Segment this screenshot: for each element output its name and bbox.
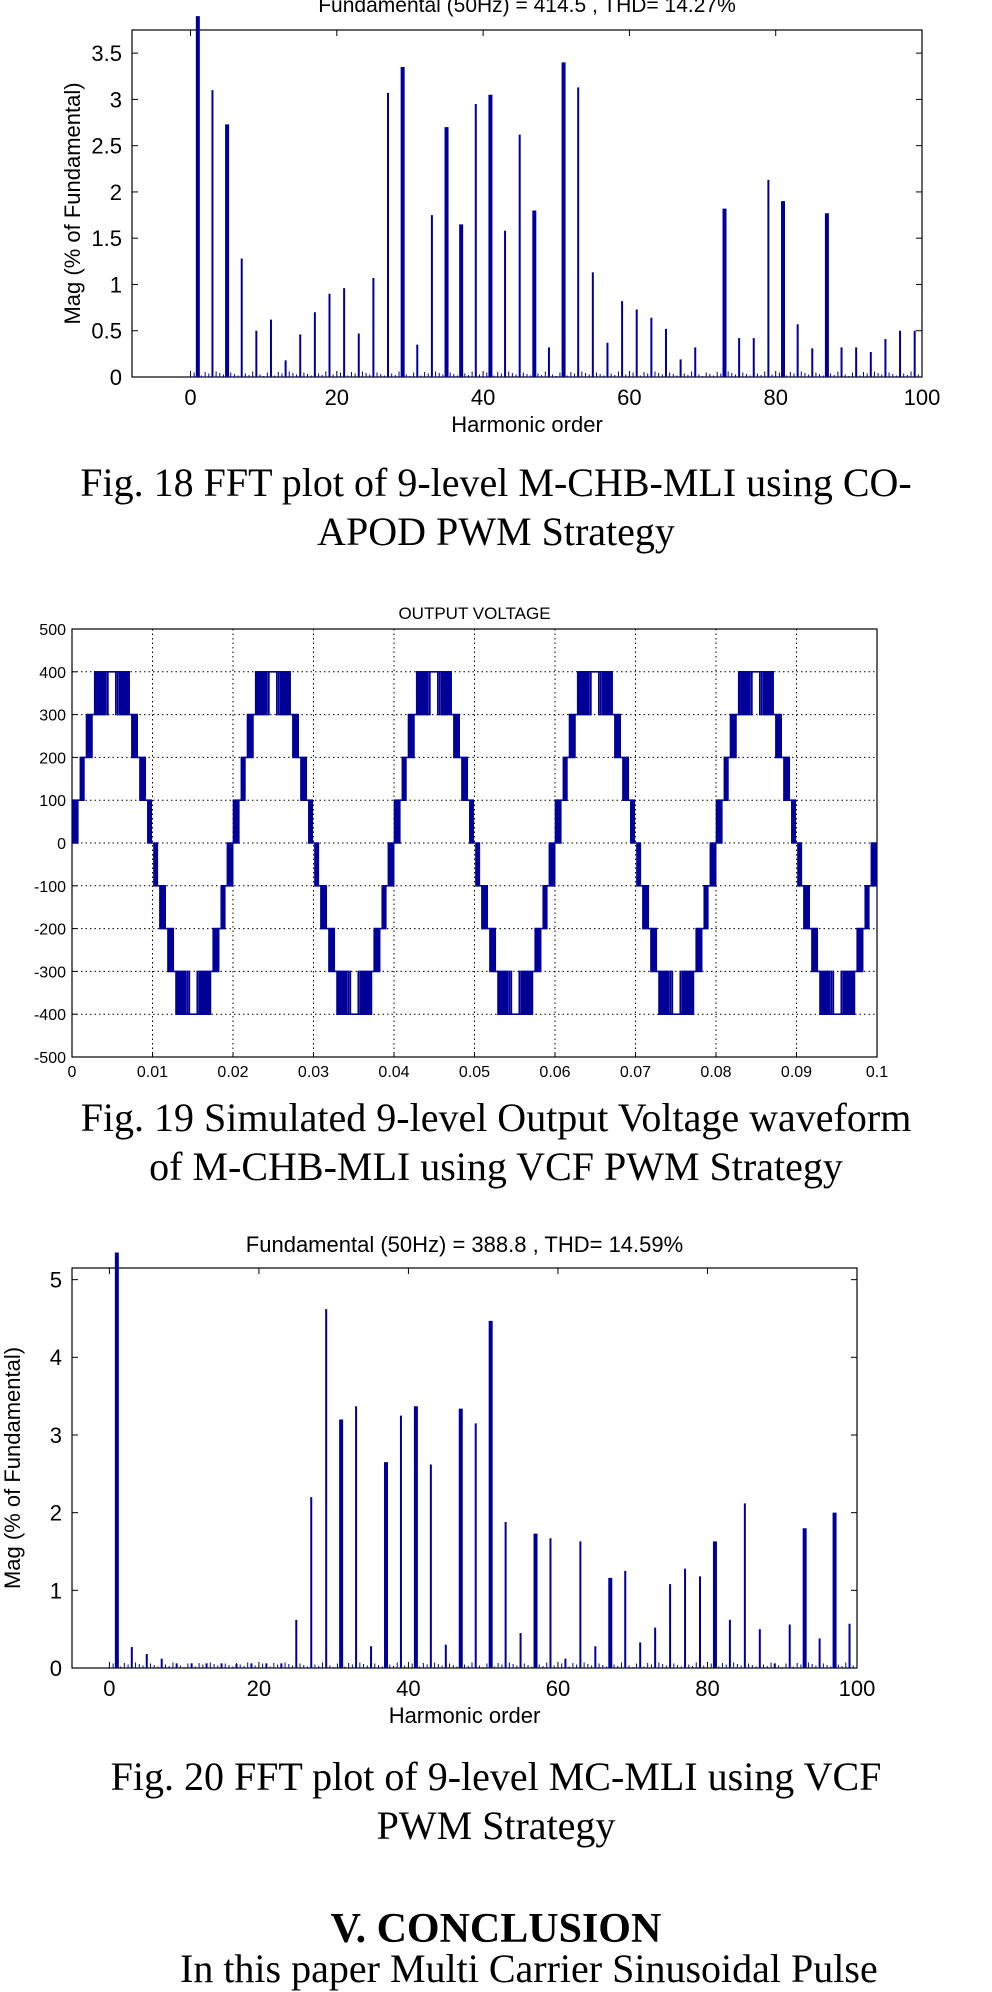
chart-title: OUTPUT VOLTAGE xyxy=(398,604,550,623)
chart-title: Fundamental (50Hz) = 414.5 , THD= 14.27% xyxy=(318,0,736,17)
x-axis-label: Harmonic order xyxy=(451,412,603,437)
fft-chart-fig20: Fundamental (50Hz) = 388.8 , THD= 14.59%… xyxy=(0,1232,876,1728)
y-tick-label: 200 xyxy=(39,750,66,767)
conclusion-first-line: In this paper Multi Carrier Sinusoidal P… xyxy=(180,1946,878,1991)
plot-frame xyxy=(71,1267,858,1669)
x-tick-label: 0.03 xyxy=(298,1064,329,1080)
y-tick-label: 2 xyxy=(50,1501,62,1526)
x-tick-label: 60 xyxy=(546,1676,570,1701)
y-tick-label: 400 xyxy=(39,665,66,682)
x-tick-label: 0.09 xyxy=(781,1064,812,1080)
x-tick-label: 0.08 xyxy=(700,1064,731,1080)
conclusion-heading: V. CONCLUSION xyxy=(330,1906,662,1952)
fig20-caption-line1: Fig. 20 FFT plot of 9-level MC-MLI using… xyxy=(110,1754,882,1799)
x-tick-label: 40 xyxy=(471,385,495,410)
y-tick-label: -100 xyxy=(34,879,66,896)
x-tick-label: 80 xyxy=(763,385,787,410)
x-tick-label: 60 xyxy=(617,385,641,410)
y-tick-label: -300 xyxy=(34,964,66,981)
x-tick-label: 0.05 xyxy=(459,1064,490,1080)
fig18-caption-line2: APOD PWM Strategy xyxy=(317,509,675,554)
y-axis-label: Mag (% of Fundamental) xyxy=(60,82,85,324)
y-axis-label: Mag (% of Fundamental) xyxy=(0,1347,25,1589)
y-tick-label: -200 xyxy=(34,922,66,939)
y-tick-label: 1 xyxy=(110,272,122,297)
x-tick-label: 20 xyxy=(247,1676,271,1701)
y-tick-label: 4 xyxy=(50,1345,62,1370)
x-axis-label: Harmonic order xyxy=(389,1703,541,1728)
x-tick-label: 0.02 xyxy=(217,1064,248,1080)
y-tick-label: 1.5 xyxy=(91,226,122,251)
x-tick-label: 0.04 xyxy=(378,1064,409,1080)
y-tick-label: 5 xyxy=(50,1268,62,1293)
x-tick-label: 0.01 xyxy=(137,1064,168,1080)
fig18-caption-line1: Fig. 18 FFT plot of 9-level M-CHB-MLI us… xyxy=(80,460,912,505)
x-tick-label: 100 xyxy=(904,385,941,410)
y-tick-label: 0 xyxy=(110,365,122,390)
y-tick-label: 0 xyxy=(57,836,66,853)
x-tick-label: 40 xyxy=(396,1676,420,1701)
y-tick-label: 3.5 xyxy=(91,41,122,66)
y-tick-label: 500 xyxy=(39,622,66,639)
fig19-caption-line2: of M-CHB-MLI using VCF PWM Strategy xyxy=(149,1144,843,1189)
y-tick-label: -400 xyxy=(34,1007,66,1024)
x-tick-label: 0.1 xyxy=(866,1064,888,1080)
x-tick-label: 20 xyxy=(325,385,349,410)
output-voltage-line xyxy=(71,671,878,1015)
fig20-caption-line2: PWM Strategy xyxy=(376,1803,616,1848)
chart-title: Fundamental (50Hz) = 388.8 , THD= 14.59% xyxy=(246,1232,683,1257)
y-tick-label: 0 xyxy=(50,1656,62,1681)
fig19-caption-line1: Fig. 19 Simulated 9-level Output Voltage… xyxy=(80,1095,912,1140)
output-voltage-chart-fig19: OUTPUT VOLTAGE -500 -400 -300 -200 -100 0 100 20… xyxy=(34,604,888,1080)
x-tick-label: 0.07 xyxy=(620,1064,651,1080)
x-tick-label: 0 xyxy=(68,1064,77,1080)
x-tick-label: 100 xyxy=(839,1676,876,1701)
grid xyxy=(72,629,877,1057)
x-tick-label: 0 xyxy=(103,1676,115,1701)
y-tick-label: 2 xyxy=(110,180,122,205)
y-tick-label: 2.5 xyxy=(91,134,122,159)
y-tick-label: 3 xyxy=(110,87,122,112)
y-tick-label: 1 xyxy=(50,1578,62,1603)
x-tick-label: 0.06 xyxy=(539,1064,570,1080)
fft-chart-fig18: Fundamental (50Hz) = 414.5 , THD= 14.27%… xyxy=(60,0,941,437)
y-tick-label: 100 xyxy=(39,793,66,810)
y-tick-label: 300 xyxy=(39,708,66,725)
x-tick-label: 80 xyxy=(695,1676,719,1701)
x-tick-label: 0 xyxy=(184,385,196,410)
y-tick-label: 0.5 xyxy=(91,319,122,344)
y-tick-label: 3 xyxy=(50,1423,62,1448)
y-tick-label: -500 xyxy=(34,1050,66,1067)
